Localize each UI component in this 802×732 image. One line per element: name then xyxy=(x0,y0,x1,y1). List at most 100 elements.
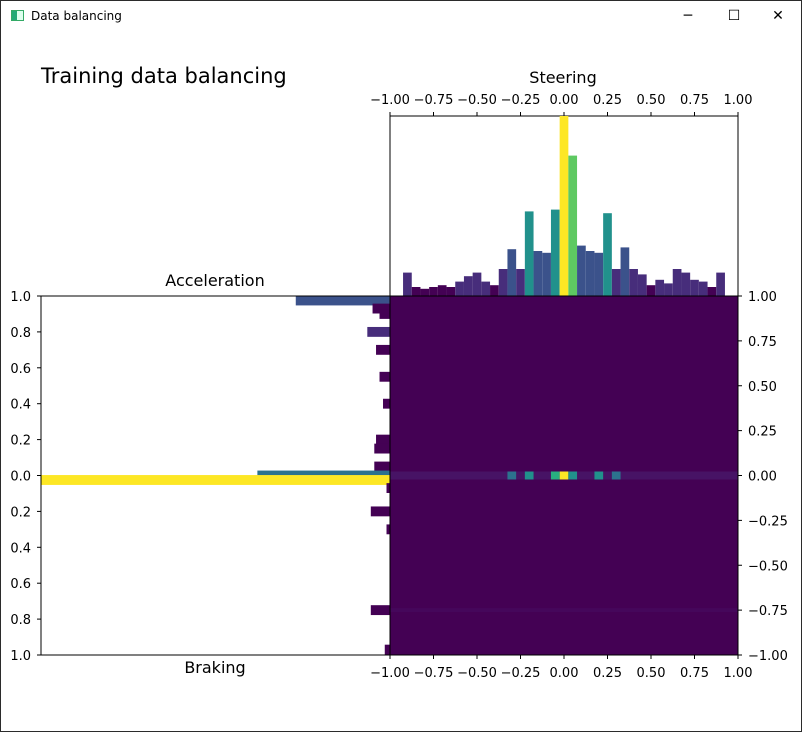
steering-tick-label: 0.00 xyxy=(550,93,579,108)
app-icon xyxy=(11,10,24,21)
heatmap-x-tick-label: 0.75 xyxy=(680,666,709,681)
steering-bar xyxy=(620,247,630,296)
steering-bar xyxy=(403,272,412,296)
steering-tick-label: −0.25 xyxy=(501,93,541,108)
steering-tick-label: 1.00 xyxy=(724,93,753,108)
heatmap-y-tick-label: 0.00 xyxy=(748,470,777,485)
steering-bar xyxy=(664,283,673,296)
accel-tick-label: 0.2 xyxy=(10,505,31,520)
steering-bar xyxy=(594,252,604,296)
steering-bar xyxy=(716,272,725,296)
steering-bar xyxy=(707,287,717,296)
accel-tick-label: 1.0 xyxy=(10,290,31,305)
steering-bar xyxy=(690,279,699,296)
heatmap-plot xyxy=(390,296,738,655)
accel-tick-label: 0.8 xyxy=(10,613,31,628)
acceleration-bar xyxy=(374,461,390,472)
steering-bar xyxy=(429,287,438,296)
heatmap-cell xyxy=(559,471,569,480)
steering-bar xyxy=(481,281,491,296)
heatmap-y-tick-label: −1.00 xyxy=(748,649,788,664)
steering-bar xyxy=(524,211,534,296)
steering-tick-label: −0.50 xyxy=(457,93,497,108)
heatmap-y-tick-label: 1.00 xyxy=(748,290,777,305)
steering-bar xyxy=(542,252,551,296)
steering-bar xyxy=(559,116,569,296)
figure-title: Training data balancing xyxy=(40,64,287,88)
heatmap-cell xyxy=(550,471,560,480)
steering-bar xyxy=(533,251,543,296)
steering-bar xyxy=(646,285,656,296)
steering-bar xyxy=(577,245,586,296)
steering-bar xyxy=(472,272,482,296)
title-bar[interactable]: Data balancing ─ ☐ ✕ xyxy=(1,1,801,31)
steering-bar xyxy=(550,209,560,296)
accel-tick-label: 0.2 xyxy=(10,434,31,449)
steering-bar xyxy=(568,155,578,296)
acceleration-bar xyxy=(376,344,390,355)
steering-bar xyxy=(490,285,499,296)
heatmap-x-tick-label: 1.00 xyxy=(724,666,753,681)
acceleration-bar xyxy=(376,434,390,445)
heatmap-x-tick-label: −0.75 xyxy=(414,666,454,681)
steering-bar xyxy=(411,287,421,296)
accel-tick-label: 0.4 xyxy=(10,541,31,556)
accel-tick-label: 0.6 xyxy=(10,362,31,377)
heatmap-y-tick-label: −0.25 xyxy=(748,514,788,529)
steering-bar xyxy=(681,272,691,296)
heatmap-cell xyxy=(524,471,534,480)
acceleration-bar xyxy=(41,475,390,485)
acceleration-bar xyxy=(370,605,390,616)
heatmap-cell xyxy=(594,471,604,480)
heatmap-band xyxy=(390,608,738,613)
heatmap-cell xyxy=(568,471,578,480)
acceleration-bar xyxy=(379,309,390,319)
steering-bar xyxy=(420,288,430,296)
steering-tick-label: 0.50 xyxy=(637,93,666,108)
steering-bar xyxy=(655,279,665,296)
heatmap-x-tick-label: −0.50 xyxy=(457,666,497,681)
acceleration-bar xyxy=(384,644,390,655)
steering-bar xyxy=(507,249,517,296)
steering-tick-label: 0.25 xyxy=(593,93,622,108)
steering-bar xyxy=(516,269,525,296)
acceleration-bar xyxy=(372,303,390,314)
heatmap-y-tick-label: −0.50 xyxy=(748,559,788,574)
steering-bar xyxy=(446,287,456,296)
steering-bar xyxy=(498,269,508,296)
steering-title: Steering xyxy=(529,68,596,87)
acceleration-bar xyxy=(295,295,390,306)
window-title: Data balancing xyxy=(31,9,122,23)
heatmap-x-tick-label: −0.25 xyxy=(501,666,541,681)
steering-tick-label: −0.75 xyxy=(414,93,454,108)
steering-bar xyxy=(455,281,464,296)
axes: −1.00 −0.75 −0.50 −0.25 0.00 0.25 0.50 0.75 1.00… xyxy=(10,93,788,681)
heatmap-x-tick-label: 0.50 xyxy=(637,666,666,681)
steering-bar xyxy=(437,285,447,296)
steering-histogram xyxy=(389,115,739,297)
steering-bar xyxy=(611,269,621,296)
maximize-button[interactable]: ☐ xyxy=(727,8,741,24)
heatmap-y-tick-label: 0.50 xyxy=(748,380,777,395)
acceleration-bar xyxy=(386,483,390,494)
minimize-button[interactable]: ─ xyxy=(683,8,693,24)
heatmap-y-tick-label: −0.75 xyxy=(748,604,788,619)
heatmap-cell xyxy=(507,471,517,480)
heatmap-x-tick-label: 0.00 xyxy=(550,666,579,681)
acceleration-histogram xyxy=(41,295,390,655)
accel-tick-label: 1.0 xyxy=(10,649,31,664)
acceleration-title: Acceleration xyxy=(165,271,264,290)
heatmap-x-tick-label: 0.25 xyxy=(593,666,622,681)
accel-tick-label: 0.8 xyxy=(10,326,31,341)
acceleration-bar xyxy=(379,371,390,382)
accel-tick-label: 0.6 xyxy=(10,577,31,592)
heatmap-y-tick-label: 0.25 xyxy=(748,425,777,440)
steering-bar xyxy=(585,251,595,296)
heatmap-cell xyxy=(611,471,621,480)
steering-bar xyxy=(629,269,638,296)
heatmap-x-tick-label: −1.00 xyxy=(370,666,410,681)
close-button[interactable]: ✕ xyxy=(772,8,784,24)
steering-bar xyxy=(672,269,682,296)
